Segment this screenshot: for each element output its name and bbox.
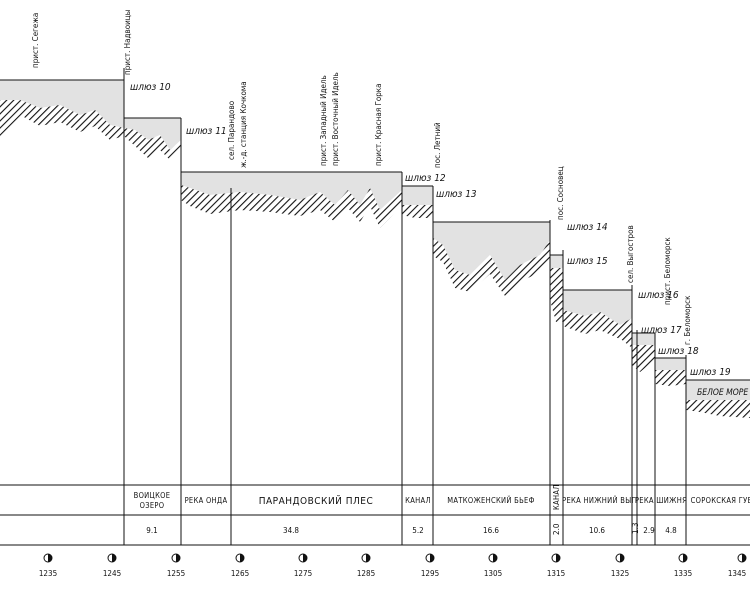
bed-kanal1 (402, 205, 433, 218)
section-soroka: СОРОКСКАЯ ГУБА (691, 496, 750, 505)
km-marker-1305: 1305 (484, 553, 502, 578)
section-voitskoe-line1: ВОИЦКОЕ (134, 491, 171, 500)
bed-sea (686, 400, 750, 418)
lock-14-label: шлюз 14 (567, 222, 608, 233)
km-marker-1285: 1285 (357, 553, 375, 578)
km-marker-1275: 1275 (294, 553, 312, 578)
lock-15-label: шлюз 15 (567, 256, 608, 267)
pool-kanal2 (550, 255, 563, 268)
svg-text:1255: 1255 (167, 569, 185, 578)
pool-matko (433, 222, 550, 280)
lock-19-label: шлюз 19 (690, 367, 731, 378)
section-names: ВОИЦКОЕ ОЗЕРО РЕКА ОНДА ПАРАНДОВСКИЙ ПЛЕ… (134, 484, 750, 510)
lock-labels: шлюз 10 шлюз 11 шлюз 12 шлюз 13 шлюз 14 … (130, 82, 748, 398)
bed-parandovo (181, 185, 402, 228)
svg-text:1315: 1315 (547, 569, 565, 578)
label-segezha: прист. Сегежа (31, 13, 40, 68)
dist-kanal2: 2.0 (552, 523, 561, 535)
pool-sea (686, 380, 750, 400)
km-marker-1345: 1345 (728, 553, 747, 578)
section-matko: МАТКОЖЕНСКИЙ БЬЕФ (447, 496, 534, 505)
km-scale: 1235 1245 1255 1265 1275 1285 1295 1305 … (39, 553, 747, 578)
label-idel: прист. Западный Идель (319, 75, 328, 166)
place-labels: прист. Сегежа прист. Надвоицы сел. Паран… (31, 9, 692, 345)
km-marker-1235: 1235 (39, 553, 57, 578)
sea-label: БЕЛОЕ МОРЕ (697, 388, 748, 398)
water-lines (0, 79, 750, 381)
bed-18 (655, 370, 686, 386)
svg-text:1345: 1345 (728, 569, 746, 578)
label-letniy: пос. Летний (433, 122, 442, 168)
svg-text:1265: 1265 (231, 569, 249, 578)
dist-voitskoe: 9.1 (146, 526, 157, 535)
lock-17-label: шлюз 17 (641, 325, 682, 336)
pool-nvyg (563, 290, 632, 325)
pool-voitskoe (0, 80, 124, 128)
km-marker-1255: 1255 (167, 553, 185, 578)
svg-text:1325: 1325 (611, 569, 629, 578)
water-pools (0, 80, 750, 400)
dist-parandovsky: 34.8 (283, 526, 299, 535)
section-shizhnya: РЕКА ШИЖНЯ (635, 496, 687, 505)
bed-nvyg (563, 310, 632, 348)
pool-onda (124, 118, 181, 150)
bed-kanal2 (550, 268, 563, 322)
label-videl: прист. Восточный Идель (331, 72, 340, 166)
pool-17 (632, 333, 655, 345)
km-marker-1335: 1335 (674, 553, 692, 578)
pool-kanal1 (402, 186, 433, 205)
bed-onda (124, 128, 181, 160)
lock-18-label: шлюз 18 (658, 346, 699, 357)
label-gorka: прист. Красная Горка (374, 83, 383, 166)
section-nvyg: РЕКА НИЖНИЙ ВЫГ (562, 496, 636, 505)
label-sosnovets: пос. Сосновец (556, 166, 565, 220)
bed-17 (632, 345, 655, 372)
section-kanal2: КАНАЛ (552, 484, 561, 510)
svg-text:1235: 1235 (39, 569, 57, 578)
svg-text:1245: 1245 (103, 569, 121, 578)
lock-11-label: шлюз 11 (186, 126, 227, 137)
section-parandovsky: ПАРАНДОВСКИЙ ПЛЕС (259, 494, 374, 507)
dist-nvyg: 10.6 (589, 526, 605, 535)
km-marker-1245: 1245 (103, 553, 121, 578)
pool-parandovo (181, 172, 402, 210)
svg-text:1285: 1285 (357, 569, 375, 578)
pool-18 (655, 358, 686, 370)
svg-text:1295: 1295 (421, 569, 439, 578)
label-nadvoitsy: прист. Надвоицы (123, 9, 132, 75)
river-bed (0, 100, 750, 418)
lock-13-label: шлюз 13 (436, 189, 477, 200)
label-parandovo: сел. Парандово (227, 100, 236, 160)
lock-16-label: шлюз 16 (638, 290, 679, 301)
bed-matko (433, 238, 550, 296)
km-marker-1265: 1265 (231, 553, 249, 578)
dist-shizhnya2: 4.8 (665, 526, 677, 535)
table-lines (0, 484, 750, 546)
svg-text:1305: 1305 (484, 569, 502, 578)
dist-kanal1: 5.2 (412, 526, 423, 535)
bed-voitskoe (0, 100, 124, 140)
dist-small: 1.3 (631, 523, 640, 534)
label-vygostrov: сел. Выгостров (626, 225, 635, 283)
section-voitskoe-line2: ОЗЕРО (140, 501, 165, 510)
section-onda: РЕКА ОНДА (185, 496, 228, 505)
label-kochkoma: ж.-д. станция Кочкома (239, 81, 248, 168)
svg-text:1275: 1275 (294, 569, 312, 578)
km-marker-1315: 1315 (547, 553, 565, 578)
label-gbelomorsk: г. Беломорск (683, 295, 692, 345)
section-kanal1: КАНАЛ (405, 496, 431, 505)
dist-shizhnya: 2.9 (643, 526, 655, 535)
km-marker-1295: 1295 (421, 553, 439, 578)
lock-12-label: шлюз 12 (405, 173, 446, 184)
lock-10-label: шлюз 10 (130, 82, 171, 93)
dist-matko: 16.6 (483, 526, 499, 535)
label-pbelomorsk: прист. Беломорск (663, 237, 672, 305)
svg-text:1335: 1335 (674, 569, 692, 578)
km-marker-1325: 1325 (611, 553, 629, 578)
section-distances: 9.1 34.8 5.2 16.6 2.0 10.6 1.3 2.9 4.8 (146, 523, 677, 535)
